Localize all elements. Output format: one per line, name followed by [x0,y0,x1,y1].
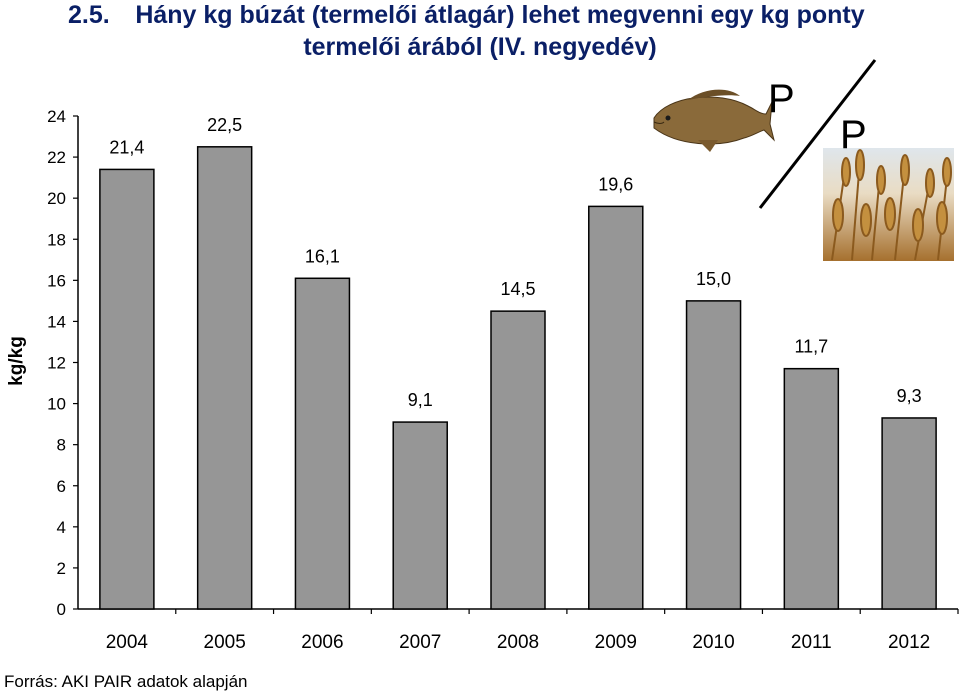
data-label-2005: 22,5 [207,115,242,135]
bar-2008 [490,310,546,610]
y-tick-label: 2 [57,559,66,578]
y-axis-label: kg/kg [5,336,27,386]
bar-2007 [392,421,448,610]
data-label-2012: 9,3 [897,386,922,406]
x-tick-label-2007: 2007 [399,632,441,653]
ratio-numerator: P [768,77,795,121]
ratio-denominator: P [840,113,867,157]
chart-x-tick-labels: 2004 2005 2006 2007 2008 2009 2010 2011 2012 [106,609,959,653]
x-tick-label-2005: 2005 [204,632,246,653]
source-note: Forrás: AKI PAIR adatok alapján [4,672,248,691]
data-label-box [200,110,249,139]
chart-number: 2.5. [68,1,110,29]
y-tick-label: 6 [57,477,66,496]
data-label-box [689,264,738,293]
x-tick-label-2010: 2010 [692,632,734,653]
carp-icon [653,89,775,152]
y-tick-label: 18 [47,230,66,249]
data-label-2011: 11,7 [794,337,828,357]
data-label-2008: 14,5 [500,279,535,299]
x-tick-label-2008: 2008 [497,632,539,653]
data-label-box [591,170,640,199]
y-tick-label: 24 [47,107,66,126]
data-label-box [494,275,542,304]
y-tick-label: 10 [47,395,66,414]
y-tick-label: 16 [47,271,66,290]
x-tick-label-2009: 2009 [595,632,637,653]
data-label-box [401,386,440,415]
x-tick-label-2011: 2011 [791,632,832,653]
chart-bars [99,146,937,610]
data-label-2004: 21,4 [109,137,144,157]
chart-data-labels: 21,4 22,5 16,1 9,1 14,5 19,6 15,0 11,7 9,3 [102,110,929,415]
y-tick-label: 14 [47,312,66,331]
chart-title-line2: termelői árából (IV. negyedév) [303,33,657,61]
y-tick-label: 12 [47,354,66,373]
y-tick-label: 8 [57,436,66,455]
y-tick-label: 22 [47,148,66,167]
data-label-box [787,332,836,361]
bar-2004 [99,168,155,610]
y-tick-label: 4 [57,518,66,537]
data-label-2006: 16,1 [305,246,340,266]
chart-title-line1: Hány kg búzát (termelői átlagár) lehet m… [135,1,865,29]
data-label-2007: 9,1 [408,390,433,410]
x-tick-label-2006: 2006 [301,632,343,653]
x-tick-label-2004: 2004 [106,632,149,653]
bar-2006 [294,277,351,610]
data-label-2009: 19,6 [598,174,633,194]
wheat-photo [823,148,954,261]
bar-2010 [685,300,742,610]
data-label-box [102,133,151,162]
data-label-box [298,242,347,271]
ratio-slash [758,59,877,209]
bar-2009 [588,205,644,610]
y-tick-label: 0 [57,600,66,619]
data-label-2010: 15,0 [696,269,731,289]
data-label-box [890,381,929,410]
bar-2005 [196,146,253,610]
bar-2012 [881,417,937,610]
y-tick-label: 20 [47,189,66,208]
bar-2011 [783,367,840,610]
x-tick-label-2012: 2012 [888,632,930,653]
